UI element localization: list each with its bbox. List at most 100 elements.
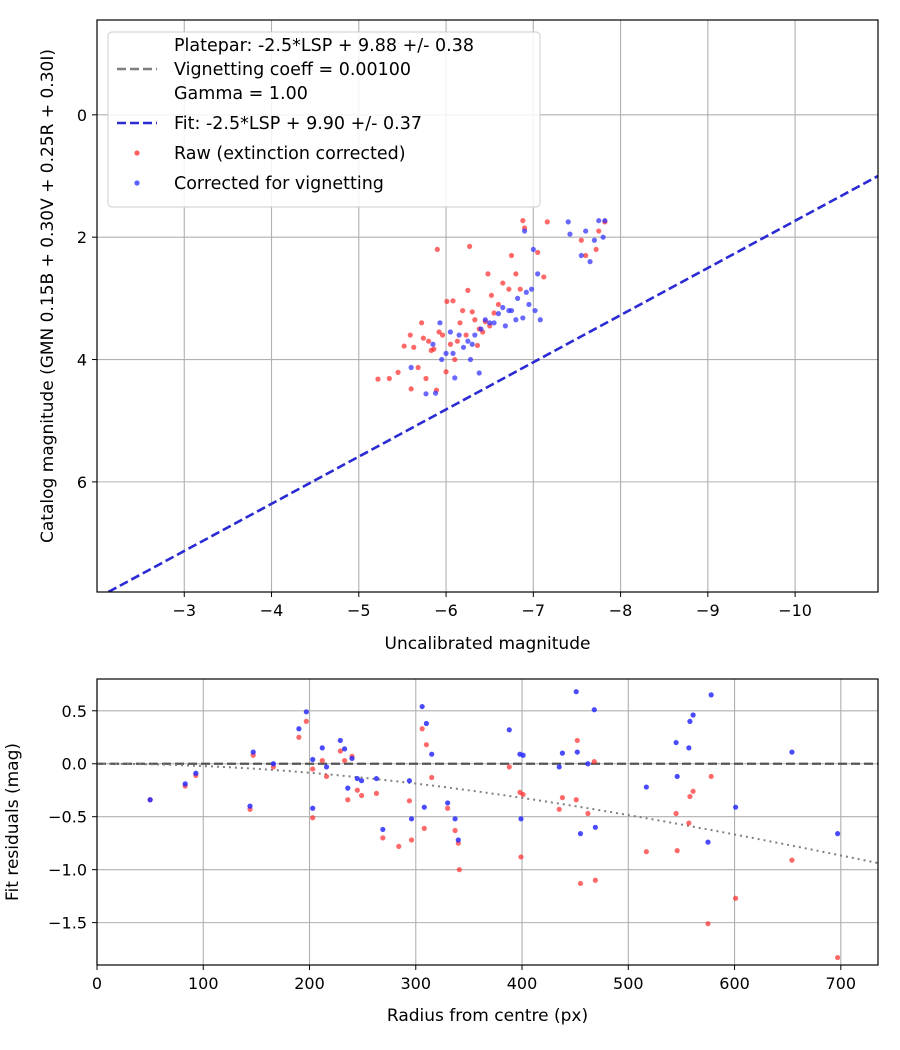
corrected-residual-point [303, 709, 309, 715]
bottom-reference-lines [97, 762, 878, 865]
corrected-point [528, 286, 535, 292]
raw-point [436, 329, 442, 335]
corrected-residual-point [585, 761, 591, 767]
corrected-residual-point [574, 749, 580, 755]
corrected-residual-point [345, 785, 351, 791]
raw-point [460, 307, 466, 314]
top-x-tick-label: −5 [347, 601, 371, 620]
raw-residual-point [423, 742, 430, 748]
raw-residual-point [323, 773, 330, 780]
raw-residual-point [373, 790, 380, 797]
raw-residual-point [380, 835, 386, 841]
bottom-ticks: 0 100 200 300 400 500 600 700 0.5 0.0 −0.5 −1.0 −1.5 [48, 702, 856, 993]
raw-residual-point [585, 810, 591, 817]
raw-point [431, 346, 437, 352]
raw-point [447, 341, 454, 347]
top-legend: Platepar: -2.5*LSP + 9.88 +/- 0.38 Vignet… [107, 31, 541, 208]
raw-residual-point [789, 857, 795, 863]
corrected-point [515, 295, 521, 301]
raw-point [467, 243, 473, 249]
raw-point [375, 376, 381, 382]
corrected-residual-point [296, 726, 302, 732]
legend-dot-marker [134, 150, 140, 156]
raw-residual-point [303, 718, 309, 724]
corrected-residual-point [373, 775, 380, 782]
raw-point [443, 369, 449, 375]
raw-point [425, 338, 432, 344]
corrected-residual-point [429, 751, 435, 757]
top-y-tick-label: 0 [77, 106, 87, 125]
corrected-residual-point [591, 707, 597, 713]
raw-residual-point [835, 954, 841, 961]
corrected-residual-point [319, 745, 325, 751]
corrected-residual-point [323, 764, 330, 770]
top-x-tick-label: −6 [434, 601, 458, 620]
corrected-point [408, 364, 414, 371]
corrected-residual-point [419, 703, 425, 710]
top-fit-line-layer [105, 174, 878, 592]
corrected-point [500, 304, 506, 311]
top-points-layer [375, 218, 608, 397]
raw-residual-point [574, 737, 580, 744]
corrected-point [423, 391, 429, 397]
raw-residual-point [559, 795, 566, 801]
corrected-point [591, 237, 597, 243]
raw-point [596, 228, 602, 234]
top-ticks: −3 −4 −5 −6 −7 −8 −9 −10 0 2 4 6 [77, 106, 812, 620]
raw-residual-point [319, 757, 325, 764]
legend-entry: Gamma = 1.00 [174, 84, 308, 104]
bottom-chart: 0 100 200 300 400 500 600 700 0.5 0.0 −0.5 −1.0 −1.5… [3, 678, 879, 1026]
bottom-y-tick-label: −1.0 [48, 861, 87, 880]
bottom-x-tick-label: 100 [188, 974, 219, 993]
corrected-point [443, 350, 449, 357]
corrected-point [450, 350, 456, 357]
corrected-point [469, 341, 475, 347]
raw-point [508, 252, 515, 259]
raw-point [419, 320, 425, 326]
bottom-x-tick-label: 600 [719, 974, 750, 993]
top-axes-frame [96, 19, 879, 593]
raw-residual-point [456, 867, 462, 873]
bottom-grid [96, 679, 878, 965]
raw-residual-point [556, 806, 562, 812]
corrected-residual-point [423, 720, 430, 727]
corrected-point [602, 218, 608, 224]
corrected-point [583, 228, 589, 234]
corrected-point [578, 252, 584, 259]
top-y-tick-label: 6 [77, 473, 87, 492]
corrected-point [495, 311, 502, 317]
raw-residual-point [573, 797, 579, 803]
corrected-point [432, 390, 439, 396]
corrected-residual-point [556, 764, 562, 770]
bottom-y-axis-label: Fit residuals (mag) [3, 743, 23, 901]
raw-residual-point [296, 734, 302, 740]
raw-residual-point [310, 815, 316, 821]
corrected-point [526, 301, 532, 308]
legend-entry: Vignetting coeff = 0.00100 [174, 60, 411, 80]
corrected-point [567, 231, 573, 237]
corrected-residual-point [559, 750, 566, 756]
raw-point [401, 343, 407, 349]
bottom-x-tick-label: 700 [826, 974, 857, 993]
corrected-point [535, 271, 541, 277]
corrected-residual-point [592, 824, 598, 830]
corrected-point [491, 320, 497, 326]
raw-residual-point [733, 895, 739, 901]
corrected-residual-point [408, 816, 415, 822]
bottom-y-tick-label: 0.5 [62, 702, 87, 721]
corrected-point [596, 218, 602, 224]
raw-point [488, 292, 495, 298]
raw-residual-point [518, 854, 524, 860]
raw-point [465, 287, 471, 293]
top-x-tick-label: −4 [260, 601, 284, 620]
raw-point [593, 246, 599, 253]
raw-point [408, 386, 414, 392]
bottom-x-tick-label: 200 [294, 974, 325, 993]
raw-point [444, 298, 450, 305]
corrected-point [478, 326, 484, 332]
raw-point [439, 332, 446, 338]
corrected-point [472, 332, 478, 338]
corrected-residual-point [182, 781, 188, 787]
corrected-residual-point [310, 805, 316, 811]
bottom-points-layer [147, 689, 841, 961]
